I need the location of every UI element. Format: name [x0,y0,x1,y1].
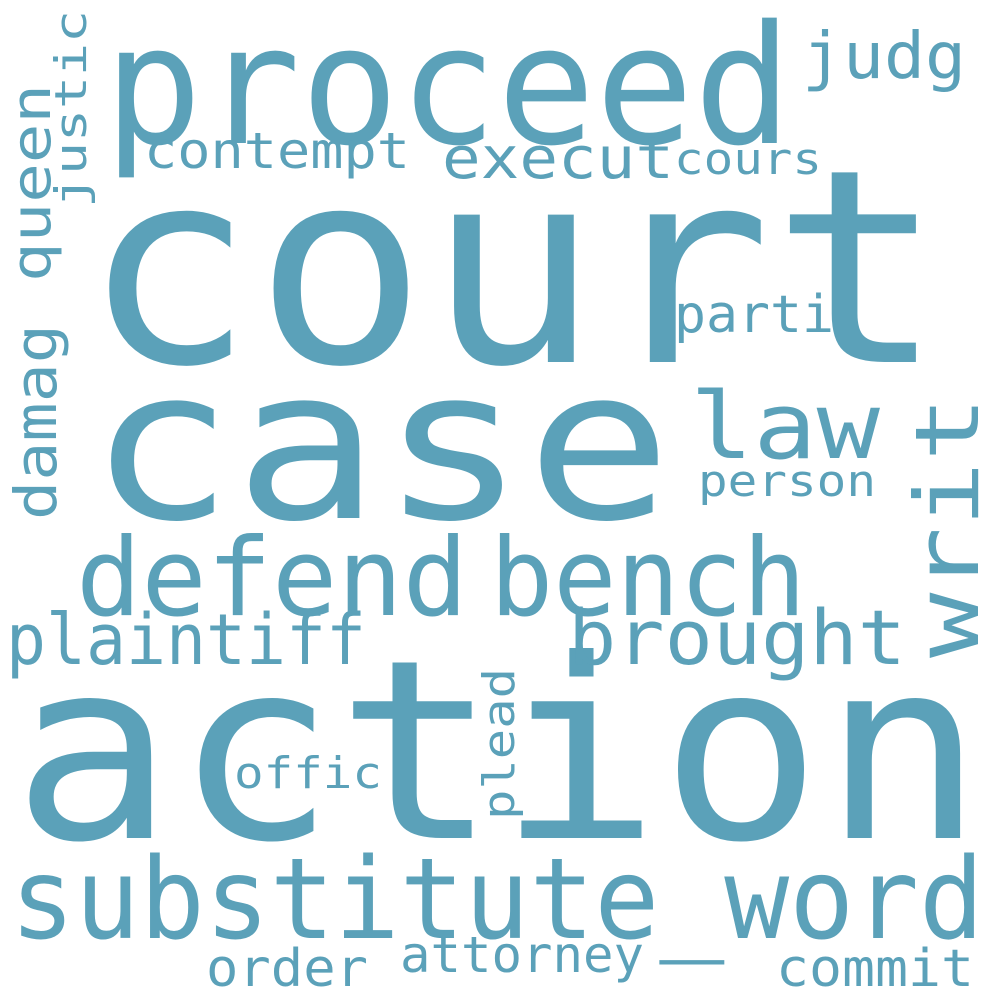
word-offic: offic [234,748,382,799]
word-attorney: attorney [400,926,644,984]
word-bench: bench [490,516,806,641]
word-plaintiff: plaintiff [6,599,366,681]
word-person: person [698,456,876,507]
word-contempt: contempt [144,122,410,180]
word-law: law [690,373,881,480]
word-cours: cours [674,134,822,185]
word-parti: parti [674,285,834,345]
word-court: court [82,111,944,426]
word-damag: damag [2,324,70,520]
word-writ: writ [896,396,999,658]
word-case: case [88,323,672,568]
word-execut: execut [442,124,674,192]
word-order: order [206,939,368,999]
word-defend: defend [76,516,468,641]
word-justic: justic [46,10,97,208]
word-queen: queen [0,84,63,282]
word-judg: judg [802,20,966,94]
word-brought: brought [568,593,906,682]
word-action: action [12,606,984,897]
word-substitute-word: substitute_word [10,835,984,965]
word-plead: plead [474,668,525,820]
word-commit: commit [776,939,974,999]
word-proceed: proceed [104,0,792,182]
